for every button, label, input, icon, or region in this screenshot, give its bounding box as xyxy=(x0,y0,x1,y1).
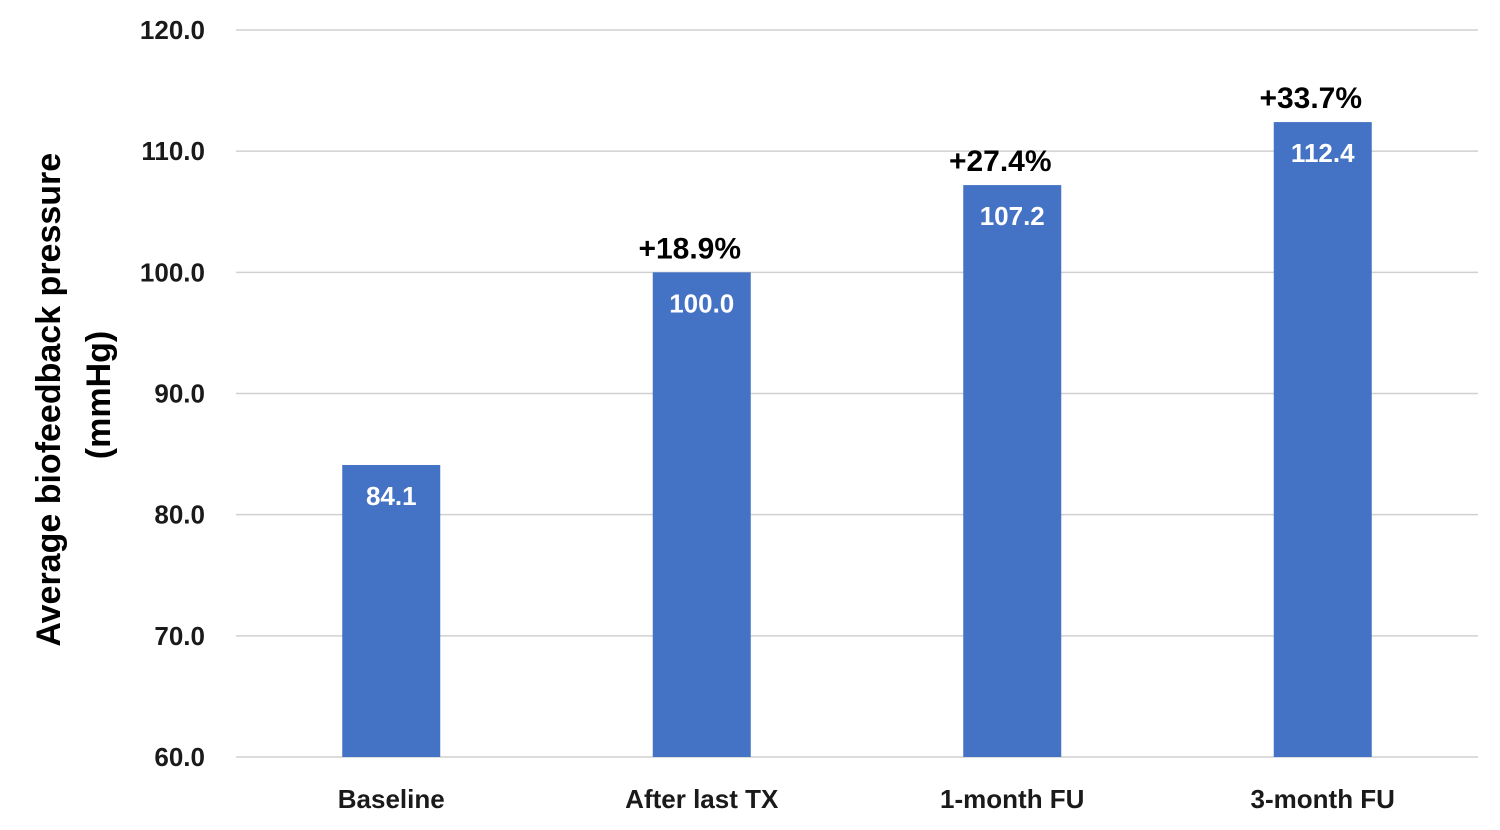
bar xyxy=(1273,122,1372,757)
percent-change-label: +27.4% xyxy=(949,145,1052,178)
bar-value-label: 84.1 xyxy=(366,481,417,511)
y-tick-label: 110.0 xyxy=(141,136,205,166)
bar xyxy=(652,272,751,757)
x-category-label: 1-month FU xyxy=(940,784,1084,814)
y-tick-label: 120.0 xyxy=(140,15,205,45)
percent-change-label: +18.9% xyxy=(638,232,741,265)
y-axis-title-line-2: (mmHg) xyxy=(80,331,118,459)
percent-change-label: +33.7% xyxy=(1259,82,1362,115)
y-axis-ticks: 60.0 70.0 80.0 90.0 100.0 110.0 120.0 xyxy=(140,15,205,772)
y-tick-label: 100.0 xyxy=(140,257,205,287)
x-category-label: After last TX xyxy=(625,784,779,814)
bar xyxy=(342,464,441,757)
bar xyxy=(963,185,1062,758)
bar-value-label: 100.0 xyxy=(669,288,734,318)
gridlines xyxy=(236,29,1478,758)
y-axis-title: Average biofeedback pressure (mmHg) xyxy=(30,143,118,646)
x-category-label: Baseline xyxy=(338,784,445,814)
x-category-label: 3-month FU xyxy=(1251,784,1395,814)
bar-value-label: 112.4 xyxy=(1291,138,1355,168)
y-tick-label: 80.0 xyxy=(154,500,205,530)
bars: 84.1 100.0 +18.9% 107.2 +27.4% 112.4 +33.7% xyxy=(342,82,1372,758)
y-tick-label: 90.0 xyxy=(154,379,205,409)
bar-value-label: 107.2 xyxy=(980,201,1045,231)
y-axis-title-line-1: Average biofeedback pressure xyxy=(30,153,68,647)
x-axis-categories: Baseline After last TX 1-month FU 3-month F… xyxy=(338,784,1395,814)
y-tick-label: 70.0 xyxy=(154,621,205,651)
y-tick-label: 60.0 xyxy=(154,742,205,772)
